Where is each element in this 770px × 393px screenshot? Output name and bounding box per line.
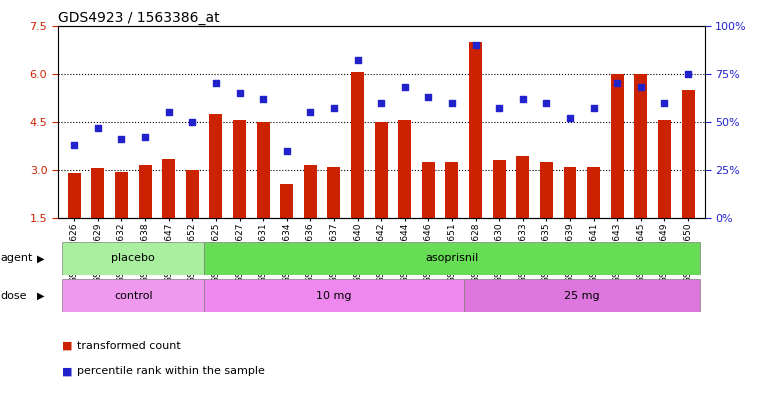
Bar bbox=[139, 165, 152, 218]
Bar bbox=[517, 156, 529, 218]
Bar bbox=[493, 160, 506, 218]
Point bbox=[564, 115, 576, 121]
Bar bbox=[209, 114, 223, 218]
Point bbox=[162, 109, 175, 116]
Text: dose: dose bbox=[1, 291, 27, 301]
Bar bbox=[256, 122, 270, 218]
Bar bbox=[92, 168, 105, 218]
Text: ▶: ▶ bbox=[37, 253, 45, 263]
Bar bbox=[204, 279, 464, 312]
Bar bbox=[351, 72, 364, 218]
Text: ▶: ▶ bbox=[37, 291, 45, 301]
Point bbox=[233, 90, 246, 96]
Bar bbox=[469, 42, 482, 218]
Point bbox=[588, 105, 600, 112]
Bar bbox=[634, 73, 648, 218]
Bar bbox=[233, 120, 246, 218]
Bar bbox=[681, 90, 695, 218]
Bar bbox=[422, 162, 435, 218]
Text: GDS4923 / 1563386_at: GDS4923 / 1563386_at bbox=[58, 11, 219, 24]
Bar bbox=[587, 167, 600, 218]
Text: placebo: placebo bbox=[112, 253, 156, 263]
Bar bbox=[540, 162, 553, 218]
Point bbox=[470, 42, 482, 48]
Bar bbox=[611, 73, 624, 218]
Point bbox=[541, 99, 553, 106]
Text: agent: agent bbox=[1, 253, 33, 263]
Bar bbox=[446, 162, 458, 218]
Point bbox=[92, 125, 104, 131]
Point bbox=[68, 142, 80, 148]
Text: percentile rank within the sample: percentile rank within the sample bbox=[77, 366, 265, 376]
Point bbox=[209, 80, 222, 86]
Bar bbox=[62, 279, 204, 312]
Bar bbox=[115, 172, 128, 218]
Point bbox=[493, 105, 505, 112]
Point bbox=[304, 109, 316, 116]
Bar bbox=[68, 173, 81, 218]
Point bbox=[611, 80, 624, 86]
Text: 10 mg: 10 mg bbox=[316, 291, 352, 301]
Point bbox=[446, 99, 458, 106]
Text: 25 mg: 25 mg bbox=[564, 291, 600, 301]
Point bbox=[351, 57, 363, 63]
Text: asoprisnil: asoprisnil bbox=[425, 253, 479, 263]
Point bbox=[280, 147, 293, 154]
Text: ■: ■ bbox=[62, 341, 72, 351]
Bar bbox=[304, 165, 316, 218]
Bar bbox=[162, 159, 176, 218]
Point bbox=[399, 84, 411, 90]
Point bbox=[422, 94, 434, 100]
Bar bbox=[398, 120, 411, 218]
Bar bbox=[280, 184, 293, 218]
Bar bbox=[204, 242, 700, 275]
Bar bbox=[62, 242, 204, 275]
Point bbox=[375, 99, 387, 106]
Point bbox=[257, 95, 270, 102]
Bar bbox=[327, 167, 340, 218]
Bar bbox=[658, 120, 671, 218]
Bar bbox=[564, 167, 577, 218]
Point bbox=[634, 84, 647, 90]
Point bbox=[139, 134, 151, 140]
Bar bbox=[186, 170, 199, 218]
Point bbox=[328, 105, 340, 112]
Text: ■: ■ bbox=[62, 366, 72, 376]
Point bbox=[116, 136, 128, 142]
Point bbox=[658, 99, 671, 106]
Text: control: control bbox=[114, 291, 152, 301]
Point bbox=[186, 119, 199, 125]
Text: transformed count: transformed count bbox=[77, 341, 181, 351]
Bar bbox=[375, 122, 387, 218]
Point bbox=[682, 70, 695, 77]
Bar bbox=[464, 279, 700, 312]
Point bbox=[517, 95, 529, 102]
